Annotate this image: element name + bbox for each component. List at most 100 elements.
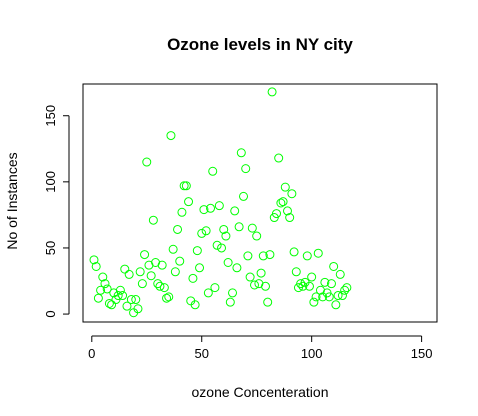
data-point	[250, 280, 260, 290]
data-point	[239, 191, 249, 201]
data-point	[223, 258, 233, 267]
data-point	[291, 267, 301, 277]
data-point	[287, 189, 297, 199]
data-point	[230, 206, 240, 216]
data-point	[140, 250, 150, 260]
data-point	[221, 231, 231, 241]
data-point	[102, 284, 112, 294]
data-point	[254, 279, 264, 289]
data-point	[107, 300, 117, 310]
data-point	[212, 240, 222, 250]
data-point	[120, 264, 130, 274]
data-point	[208, 166, 218, 176]
data-point	[285, 213, 295, 223]
data-point	[331, 300, 341, 310]
data-point	[247, 223, 257, 233]
axes: 0 50 100 150 0 50 100 150	[43, 105, 432, 361]
data-point	[326, 279, 336, 289]
data-point	[263, 297, 273, 307]
data-point	[177, 207, 187, 217]
data-point	[276, 198, 286, 208]
data-point	[280, 182, 290, 192]
data-point	[122, 301, 132, 311]
data-point	[228, 288, 238, 298]
y-tick-label: 50	[43, 241, 58, 255]
data-point	[302, 251, 312, 261]
data-point	[188, 273, 198, 283]
data-point	[175, 256, 185, 266]
data-point	[137, 279, 147, 289]
data-point	[157, 260, 167, 270]
data-point	[170, 267, 180, 277]
data-point	[168, 244, 178, 254]
x-tick-label: 100	[301, 346, 323, 361]
data-point	[206, 203, 216, 213]
data-point	[118, 291, 128, 301]
data-point	[337, 291, 347, 301]
data-point	[113, 291, 123, 301]
data-point	[311, 292, 321, 302]
data-point	[197, 228, 207, 238]
y-tick-label: 150	[43, 105, 58, 127]
data-point	[126, 295, 136, 305]
data-point	[324, 292, 334, 302]
data-point	[144, 260, 154, 270]
data-point	[151, 258, 161, 267]
data-point	[271, 209, 281, 219]
data-point	[278, 197, 288, 207]
data-point	[333, 291, 343, 301]
data-point	[282, 206, 292, 216]
plot-area-frame	[82, 83, 438, 323]
data-point	[329, 261, 339, 271]
data-point	[166, 131, 176, 141]
y-tick-label: 100	[43, 171, 58, 193]
data-point	[320, 277, 330, 287]
data-point	[243, 251, 253, 261]
data-point	[133, 304, 143, 314]
data-point	[181, 181, 191, 191]
data-point	[98, 272, 108, 282]
data-point	[252, 231, 262, 241]
data-point	[190, 300, 200, 310]
data-point	[184, 197, 194, 207]
chart-title: Ozone levels in NY city	[167, 35, 353, 54]
data-point	[340, 285, 350, 295]
data-point	[219, 224, 229, 234]
data-point	[267, 87, 277, 97]
data-point	[214, 201, 224, 211]
data-point	[256, 268, 266, 278]
data-point	[159, 283, 169, 293]
data-point	[236, 148, 246, 158]
data-point	[245, 272, 255, 282]
data-point	[315, 285, 325, 295]
y-axis-label: No of Instances	[4, 152, 20, 249]
data-point	[225, 297, 235, 307]
data-point	[100, 279, 110, 289]
data-point	[296, 279, 306, 289]
data-point	[260, 281, 270, 291]
data-point	[201, 226, 211, 236]
data-point	[89, 255, 99, 265]
data-point	[265, 250, 275, 260]
data-point	[131, 295, 141, 305]
data-point	[173, 224, 183, 234]
y-tick-label: 0	[43, 310, 58, 317]
data-point	[309, 297, 319, 307]
data-point	[289, 247, 299, 257]
data-point	[162, 293, 172, 303]
data-point	[234, 222, 244, 232]
x-tick-label: 50	[194, 346, 208, 361]
data-point	[258, 251, 268, 261]
data-point	[115, 285, 125, 295]
data-point	[192, 246, 202, 256]
data-point	[210, 283, 220, 293]
data-point	[274, 153, 284, 163]
data-point	[96, 285, 106, 295]
data-point	[241, 164, 251, 174]
data-point	[135, 267, 145, 277]
data-point	[179, 181, 189, 191]
data-points	[89, 87, 352, 318]
data-point	[142, 157, 152, 167]
